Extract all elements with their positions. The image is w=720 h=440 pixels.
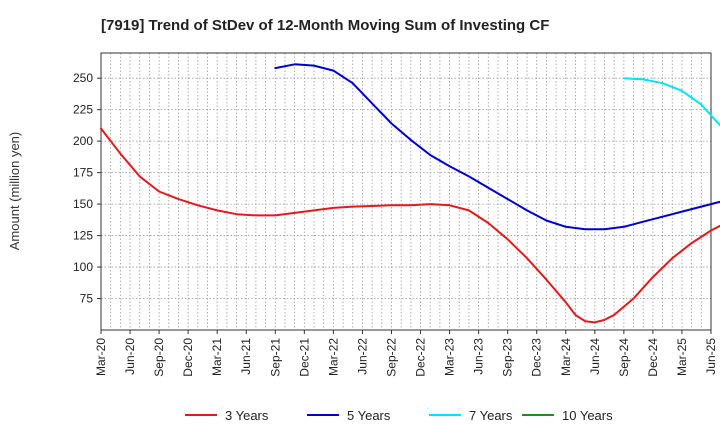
y-tick-label: 175 — [73, 166, 93, 180]
y-axis-ticks: 75 100 125 150 175 200 225 250 — [73, 71, 101, 306]
series-lines — [100, 63, 720, 324]
legend-label: 5 Years — [347, 408, 391, 423]
y-tick-label: 200 — [73, 134, 93, 148]
series-line-7-years — [622, 77, 720, 127]
y-tick-label: 100 — [73, 260, 93, 274]
x-tick-label: Jun-23 — [472, 338, 486, 375]
x-tick-label: Sep-21 — [268, 338, 282, 377]
x-tick-label: Sep-24 — [617, 338, 631, 377]
x-tick-label: Jun-22 — [355, 338, 369, 375]
x-tick-label: Mar-24 — [559, 338, 573, 376]
x-tick-label: Jun-21 — [239, 338, 253, 375]
series-line-5-years — [274, 63, 720, 231]
x-tick-label: Mar-25 — [675, 338, 689, 376]
x-tick-label: Sep-23 — [501, 338, 515, 377]
y-axis-label: Amount (million yen) — [7, 132, 22, 251]
y-tick-label: 250 — [73, 71, 93, 85]
x-tick-label: Sep-20 — [152, 338, 166, 377]
x-tick-label: Dec-20 — [181, 338, 195, 377]
x-tick-label: Dec-22 — [414, 338, 428, 377]
plot-area — [100, 52, 712, 331]
x-tick-label: Mar-21 — [210, 338, 224, 376]
x-tick-label: Sep-22 — [384, 338, 398, 377]
series-line-3-years — [100, 127, 720, 324]
chart-title: [7919] Trend of StDev of 12-Month Moving… — [101, 17, 549, 34]
legend-label: 7 Years — [469, 408, 513, 423]
legend-label: 3 Years — [225, 408, 269, 423]
x-tick-label: Jun-24 — [588, 338, 602, 375]
legend-item-5-years: 5 Years — [307, 408, 391, 423]
y-tick-label: 125 — [73, 229, 93, 243]
y-tick-label: 75 — [80, 292, 94, 306]
x-tick-label: Mar-23 — [443, 338, 457, 376]
x-tick-label: Dec-21 — [297, 338, 311, 377]
legend-item-10-years: 10 Years — [522, 408, 613, 423]
x-tick-label: Dec-23 — [530, 338, 544, 377]
legend-label: 10 Years — [562, 408, 613, 423]
x-tick-label: Jun-20 — [123, 338, 137, 375]
grid-lines — [100, 53, 712, 330]
y-tick-label: 225 — [73, 103, 93, 117]
x-axis-ticks: Mar-20 Jun-20 Sep-20 Dec-20 Mar-21 Jun-21 Sep-… — [94, 330, 718, 377]
legend-item-7-years: 7 Years — [429, 408, 513, 423]
legend: 3 Years 5 Years 7 Years 10 Years — [185, 408, 613, 423]
x-tick-label: Mar-20 — [94, 338, 108, 376]
legend-item-3-years: 3 Years — [185, 408, 269, 423]
y-tick-label: 150 — [73, 197, 93, 211]
x-tick-label: Dec-24 — [646, 338, 660, 377]
x-tick-label: Mar-22 — [326, 338, 340, 376]
x-tick-label: Jun-25 — [704, 338, 718, 375]
